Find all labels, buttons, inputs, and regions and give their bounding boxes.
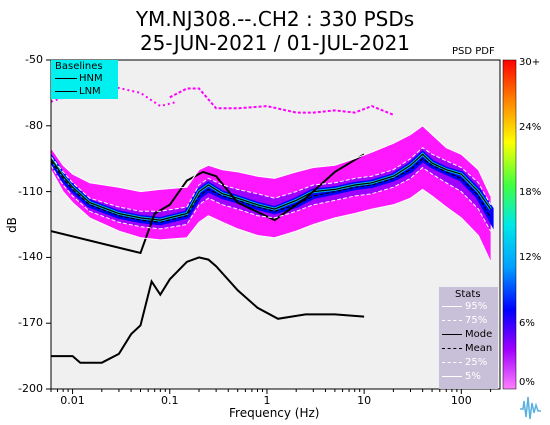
baselines-legend: Baselines HNM LNM <box>51 60 118 99</box>
legend-label-75: 75% <box>465 315 488 326</box>
seismogram-logo-icon <box>520 396 541 420</box>
p95-swatch <box>442 306 462 307</box>
axes <box>46 59 492 394</box>
p5-swatch <box>442 376 462 377</box>
legend-item-mode: Mode <box>442 329 492 340</box>
plot-frame <box>50 59 501 390</box>
legend-label-mode: Mode <box>465 329 493 340</box>
series-line-mean <box>51 157 492 223</box>
y-tick-label: -50 <box>25 53 43 66</box>
legend-item-75: 75% <box>442 315 487 326</box>
legend-label-95: 95% <box>465 301 488 312</box>
colorbar-tick-label: 0% <box>519 377 535 388</box>
p75-swatch <box>442 320 462 321</box>
p25-swatch <box>442 362 462 363</box>
colorbar-tick-label: 24% <box>519 122 542 133</box>
colorbar-tick-label: 30+ <box>519 57 541 68</box>
y-tick-label: -140 <box>18 250 43 264</box>
series-line-75pct <box>51 147 492 212</box>
mode-swatch <box>442 334 462 335</box>
chart-title-line2: 25-JUN-2021 / 01-JUL-2021 <box>139 31 411 55</box>
y-tick-label: -200 <box>18 382 43 395</box>
x-tick-label: 100 <box>450 394 472 407</box>
series-line-lnm <box>51 256 365 364</box>
series-line-95pct <box>51 125 492 197</box>
legend-label-hnm: HNM <box>79 73 103 84</box>
legend-label-lnm: LNM <box>79 86 101 97</box>
colorbar-tick-label: 12% <box>519 252 542 263</box>
x-tick-label: 0.1 <box>161 394 179 407</box>
legend-item-lnm: LNM <box>55 86 101 97</box>
legend-item-5: 5% <box>442 371 481 382</box>
pdf-outlier-track <box>169 87 394 116</box>
x-tick-label: 0.01 <box>60 394 85 407</box>
mean-swatch <box>442 348 462 349</box>
legend-item-25: 25% <box>442 357 487 368</box>
x-tick-label: 10 <box>357 394 372 407</box>
hnm-swatch <box>55 78 77 79</box>
legend-item-hnm: HNM <box>55 73 103 84</box>
x-tick-label: 1 <box>263 394 271 407</box>
y-tick-label: -80 <box>25 118 43 132</box>
colorbar <box>502 59 517 390</box>
legend-label-5: 5% <box>465 371 481 382</box>
stats-legend-title: Stats <box>455 289 481 300</box>
legend-item-mean: Mean <box>442 343 492 354</box>
chart-title-line1: YM.NJ308.--.CH2 : 330 PSDs <box>135 7 415 31</box>
y-axis-title: dB <box>4 217 19 233</box>
legend-item-95: 95% <box>442 301 487 312</box>
stats-legend: Stats 95% 75% Mode Mean 25% 5% <box>439 287 498 389</box>
series-line-hnm <box>51 153 365 255</box>
legend-label-25: 25% <box>465 357 488 368</box>
lnm-swatch <box>55 91 77 92</box>
series-line-mode <box>51 153 492 221</box>
baselines-legend-title: Baselines <box>55 61 103 72</box>
y-tick-label: -110 <box>18 184 43 198</box>
series-line-25pct <box>51 165 492 232</box>
colorbar-tick-label: 18% <box>519 187 542 198</box>
psd-pdf-label: PSD PDF <box>452 46 495 57</box>
pdf-band-inner <box>51 147 491 232</box>
y-tick-label: -170 <box>18 316 43 330</box>
series-line-5pct <box>51 169 492 263</box>
x-axis-title: Frequency (Hz) <box>229 406 320 420</box>
legend-label-mean: Mean <box>465 343 493 354</box>
series-lines <box>51 125 492 364</box>
colorbar-tick-label: 6% <box>519 318 535 329</box>
